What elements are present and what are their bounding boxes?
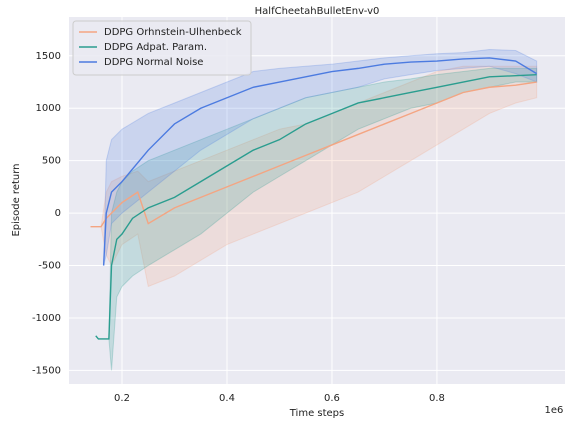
chart-title: HalfCheetahBulletEnv-v0 — [255, 6, 380, 17]
x-offset-label: 1e6 — [545, 405, 564, 416]
x-tick-label: 0.2 — [114, 393, 130, 404]
y-tick-label: 1500 — [36, 51, 61, 62]
legend-box — [72, 20, 252, 76]
x-tick-label: 0.6 — [324, 393, 340, 404]
x-axis-label: Time steps — [289, 408, 345, 419]
legend-label: DDPG Normal Noise — [104, 57, 203, 68]
y-tick-label: -1500 — [32, 365, 61, 376]
line — [95, 73, 537, 340]
line — [90, 81, 537, 228]
x-tick-label: 0.4 — [219, 393, 235, 404]
legend-label: DDPG Orhnstein-Ulhenbeck — [104, 27, 242, 38]
y-tick-label: 500 — [42, 156, 61, 167]
y-tick-label: 1000 — [36, 103, 61, 114]
y-tick-label: -1000 — [32, 313, 61, 324]
line — [102, 57, 538, 266]
y-axis-label: Episode return — [11, 163, 22, 236]
legend-label: DDPG Adpat. Param. — [104, 42, 207, 53]
y-tick-label: 0 — [55, 208, 61, 219]
y-tick-label: -500 — [38, 261, 61, 272]
x-tick-label: 0.8 — [429, 393, 445, 404]
